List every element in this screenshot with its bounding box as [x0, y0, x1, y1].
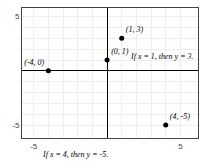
svg-text:(0, 1): (0, 1)	[111, 47, 129, 56]
svg-text:(1, 3): (1, 3)	[126, 25, 144, 34]
svg-text:If x = 4, then y = -5.: If x = 4, then y = -5.	[42, 150, 108, 159]
svg-text:(-4, 0): (-4, 0)	[24, 58, 44, 67]
svg-text:5: 5	[15, 12, 20, 21]
svg-text:-5: -5	[30, 142, 38, 151]
svg-text:If x = 1, then y = 3.: If x = 1, then y = 3.	[130, 52, 194, 61]
svg-text:5: 5	[178, 142, 183, 151]
svg-text:(4, -5): (4, -5)	[170, 112, 190, 121]
svg-text:-5: -5	[12, 121, 20, 130]
